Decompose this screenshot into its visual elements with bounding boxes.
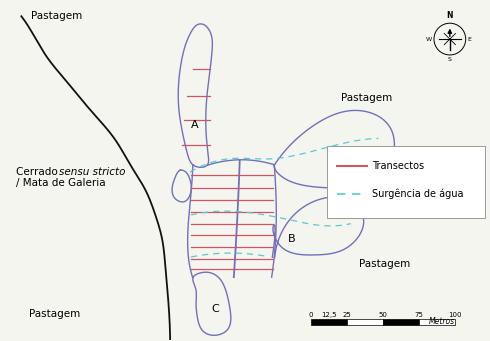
Text: E: E — [467, 36, 471, 42]
Text: 12,5: 12,5 — [321, 312, 337, 318]
Text: Surgência de água: Surgência de água — [372, 189, 464, 199]
Text: Cerrado: Cerrado — [16, 167, 61, 177]
Text: 50: 50 — [378, 312, 387, 318]
Bar — [311, 319, 347, 325]
Text: Pastagem: Pastagem — [359, 259, 410, 269]
Text: 75: 75 — [415, 312, 423, 318]
Text: S: S — [448, 57, 452, 62]
Text: 25: 25 — [343, 312, 351, 318]
Text: / Mata de Galeria: / Mata de Galeria — [16, 178, 106, 188]
Text: C: C — [211, 304, 219, 314]
Text: Pastagem: Pastagem — [341, 92, 392, 103]
Text: N: N — [446, 11, 453, 20]
Text: W: W — [426, 36, 432, 42]
Text: sensu stricto: sensu stricto — [59, 167, 125, 177]
Text: B: B — [288, 234, 296, 244]
Bar — [419, 319, 455, 325]
Text: Transectos: Transectos — [372, 161, 425, 171]
Bar — [347, 319, 383, 325]
Text: 0: 0 — [309, 312, 313, 318]
Bar — [383, 319, 419, 325]
Text: 100: 100 — [448, 312, 462, 318]
Text: Pastagem: Pastagem — [31, 11, 82, 21]
Text: Pastagem: Pastagem — [29, 309, 80, 319]
Text: A: A — [191, 120, 199, 130]
FancyBboxPatch shape — [327, 146, 485, 218]
Text: Metros: Metros — [429, 317, 455, 326]
